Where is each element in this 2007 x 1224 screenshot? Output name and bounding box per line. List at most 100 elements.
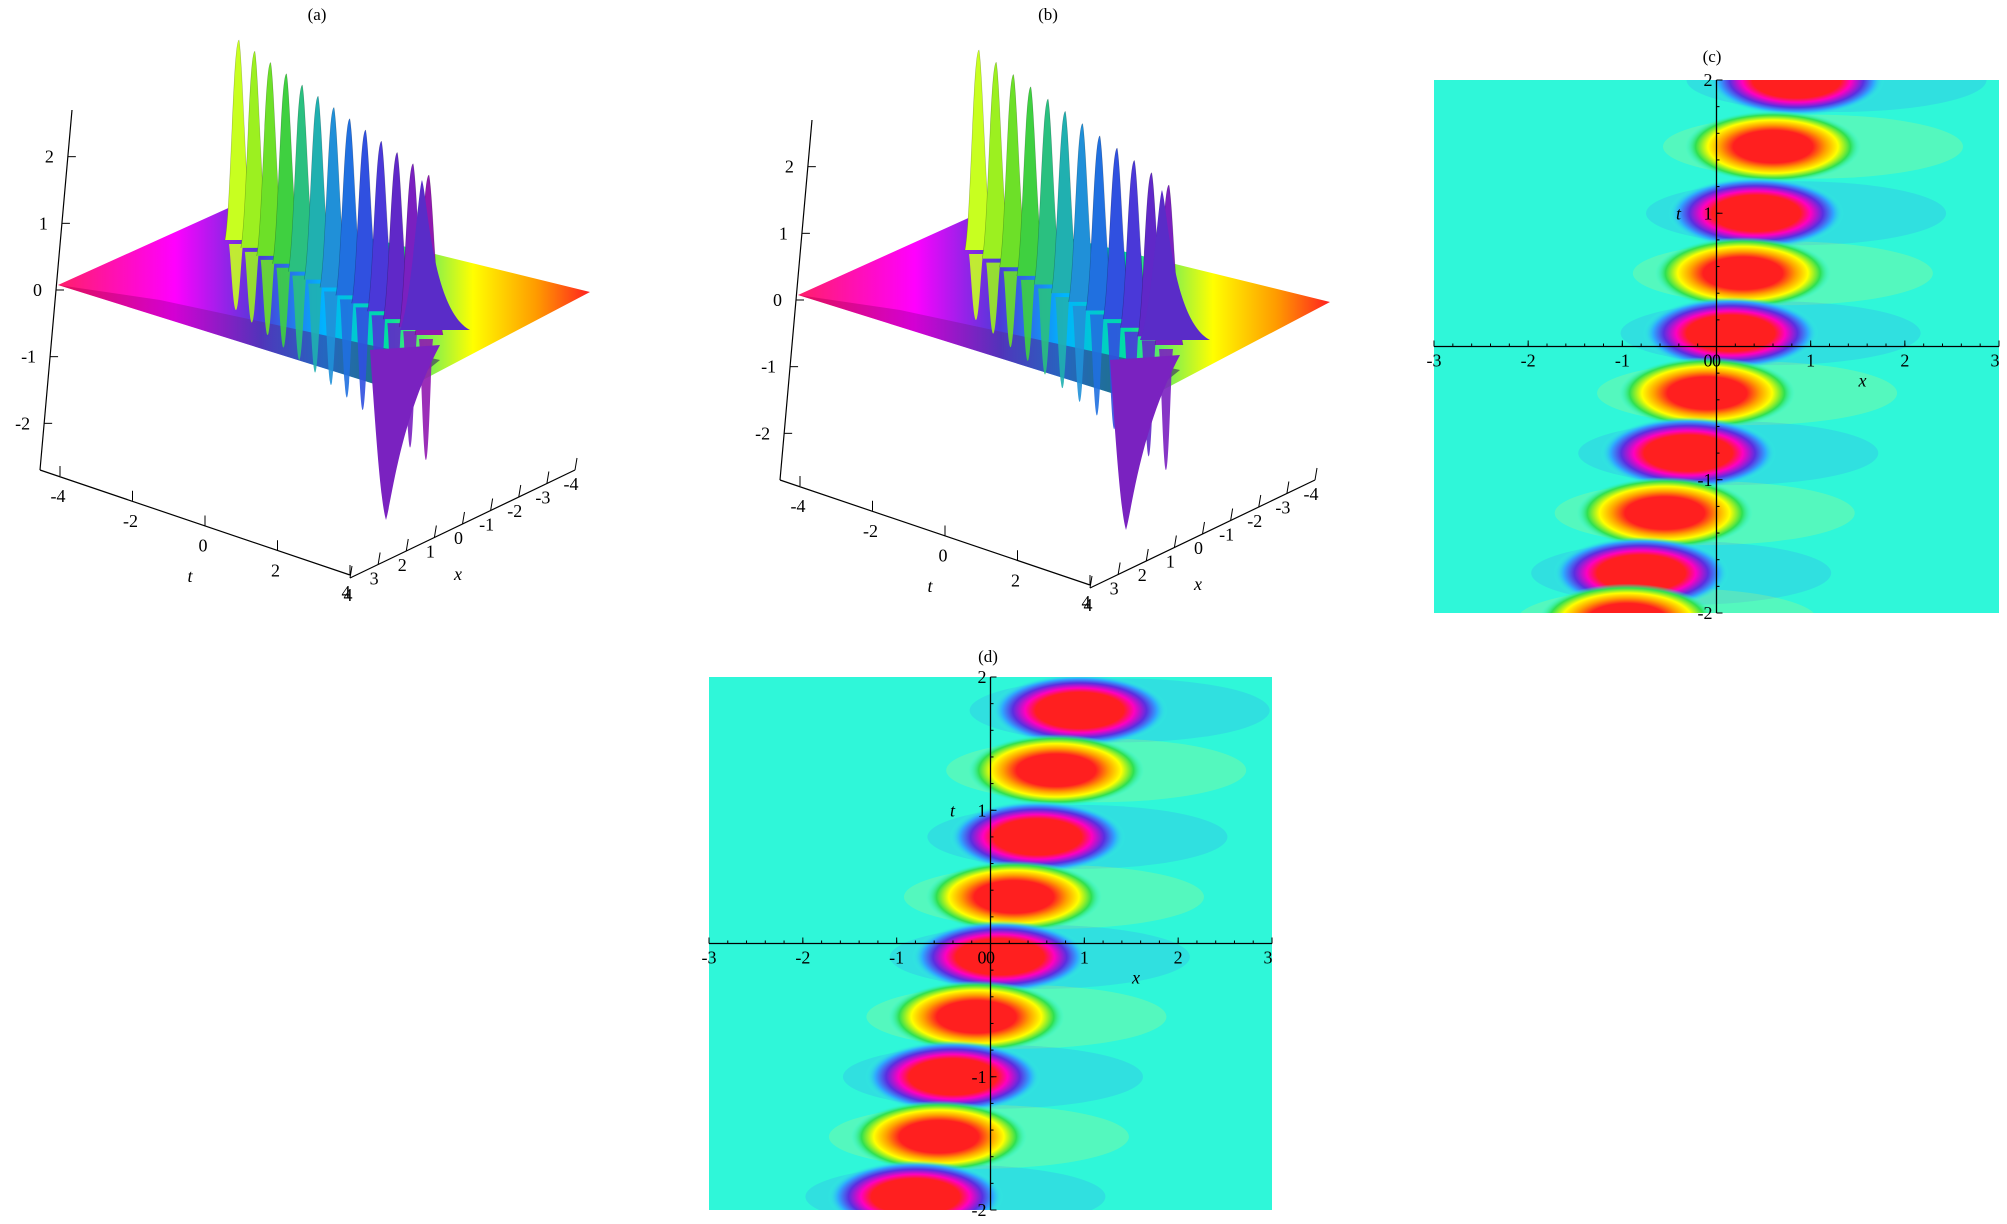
surface-peak xyxy=(999,74,1028,268)
x-tick-label: 3 xyxy=(370,569,379,589)
z-tick-label: -1 xyxy=(761,357,776,377)
heatmap-blob xyxy=(1600,417,1777,490)
panel-label-d: (d) xyxy=(978,647,998,666)
t-tick-label: -2 xyxy=(123,511,138,531)
x-tick-label: -1 xyxy=(889,948,904,968)
surface-trough xyxy=(1072,305,1087,402)
x-tick-label: 1 xyxy=(1080,948,1089,968)
x-axis-label: x xyxy=(1131,968,1140,988)
panel-label-c: (c) xyxy=(1703,47,1722,66)
x-tick-label: -3 xyxy=(1275,498,1290,518)
x-tick-mark xyxy=(433,525,437,538)
x-tick-mark xyxy=(1117,562,1121,575)
surface-trough xyxy=(308,283,323,373)
x-tick-mark xyxy=(546,471,550,484)
t-axis-label: t xyxy=(950,800,956,820)
surface-trough xyxy=(1055,297,1070,389)
surface-trough xyxy=(292,275,307,360)
t-tick-label: -4 xyxy=(791,496,806,516)
surface-peak xyxy=(1085,135,1115,311)
x-tick-label: 0 xyxy=(454,528,463,548)
x-tick-label: 4 xyxy=(342,582,351,602)
surface-trough xyxy=(986,262,1001,334)
t-axis xyxy=(779,479,1091,586)
t-axis xyxy=(39,469,351,576)
z-tick-label: 2 xyxy=(785,157,794,177)
heatmap-field xyxy=(805,677,1270,1210)
t-tick-label: 2 xyxy=(1011,570,1020,590)
surface-floor xyxy=(58,205,590,392)
surface-trough xyxy=(324,291,338,385)
heatmap-blob xyxy=(864,1040,1041,1113)
x-tick-label: -2 xyxy=(1247,511,1262,531)
panel-label-b: (b) xyxy=(1038,5,1058,24)
surface-trough xyxy=(1003,271,1018,348)
heatmap-blob xyxy=(1708,80,1885,116)
x-tick-label: -2 xyxy=(1521,351,1536,371)
surface-trough xyxy=(260,259,275,335)
surface-final-crest xyxy=(400,180,470,330)
t-tick-label: -1 xyxy=(972,1067,987,1087)
x-tick-label: 2 xyxy=(1900,351,1909,371)
surface-peak xyxy=(1120,160,1149,328)
surface-peak xyxy=(1051,111,1080,294)
x-tick-mark xyxy=(490,498,494,511)
surface-peak xyxy=(964,49,994,251)
x-tick-label: 0 xyxy=(1194,538,1203,558)
x-tick-mark xyxy=(405,538,409,552)
surface-final-crest xyxy=(1140,190,1210,340)
surface-trough xyxy=(244,251,259,323)
panel-label-a: (a) xyxy=(308,5,327,24)
heatmap-plot-d: -3 -2 -1 0 1 2 3 x -2 -1 0 1 2 t xyxy=(702,667,1273,1220)
x-tick-label: 2 xyxy=(398,555,407,575)
heatmap-blob xyxy=(1576,477,1753,550)
x-tick-label: 4 xyxy=(1082,592,1091,612)
z-tick-label: 1 xyxy=(39,213,48,233)
heatmap-blob xyxy=(1685,110,1861,183)
x-tick-mark xyxy=(574,457,578,471)
heatmap-blob xyxy=(1619,357,1796,430)
x-tick-label: -2 xyxy=(795,948,810,968)
t-axis-label: t xyxy=(927,576,933,596)
x-tick-label: 1 xyxy=(1806,351,1815,371)
x-tick-label: -4 xyxy=(564,474,579,494)
x-tick-label: 2 xyxy=(1138,565,1147,585)
heatmap-blob xyxy=(968,734,1145,807)
surface-peak xyxy=(1102,147,1132,320)
surface-trough xyxy=(1038,288,1053,375)
x-tick-label: 1 xyxy=(1166,552,1175,572)
heatmap-field xyxy=(1520,80,1987,613)
surface-peak xyxy=(981,61,1011,259)
x-tick-label: -3 xyxy=(1427,351,1442,371)
x-tick-label: 3 xyxy=(1110,579,1119,599)
t-tick-label: -2 xyxy=(1698,603,1713,623)
heatmap-plot-c: -3 -2 -1 0 1 2 3 x -2 -1 0 1 2 t xyxy=(1427,70,2000,623)
t-tick-label: 0 xyxy=(978,948,987,968)
x-axis-label: x xyxy=(1857,371,1866,391)
t-tick-label: 0 xyxy=(939,546,948,566)
x-tick-label: 0 xyxy=(1712,351,1721,371)
x-tick-mark xyxy=(1202,521,1205,535)
heatmap-blob xyxy=(1540,583,1714,613)
surface-trough xyxy=(276,267,291,348)
t-tick-label: 2 xyxy=(1704,70,1713,90)
t-axis-label: t xyxy=(187,566,193,586)
x-tick-label: -3 xyxy=(702,948,717,968)
heatmap-blob xyxy=(827,1160,1004,1210)
heatmap-blob xyxy=(1668,177,1845,250)
z-tick-label: -2 xyxy=(755,423,770,443)
t-tick-label: -2 xyxy=(863,521,878,541)
t-tick-label: 2 xyxy=(978,667,987,687)
x-tick-label: 3 xyxy=(1264,948,1273,968)
heatmap-blob xyxy=(949,800,1126,873)
x-tick-mark xyxy=(518,484,522,498)
surface-trough xyxy=(355,307,370,410)
x-tick-label: -1 xyxy=(479,515,494,535)
heatmap-blob xyxy=(1642,297,1819,370)
t-tick-label: 1 xyxy=(1704,203,1713,223)
surface-trough xyxy=(339,299,354,398)
surface-final-trough xyxy=(370,345,440,520)
t-tick-label: 4 xyxy=(344,585,353,605)
heatmap-blob xyxy=(991,677,1168,747)
